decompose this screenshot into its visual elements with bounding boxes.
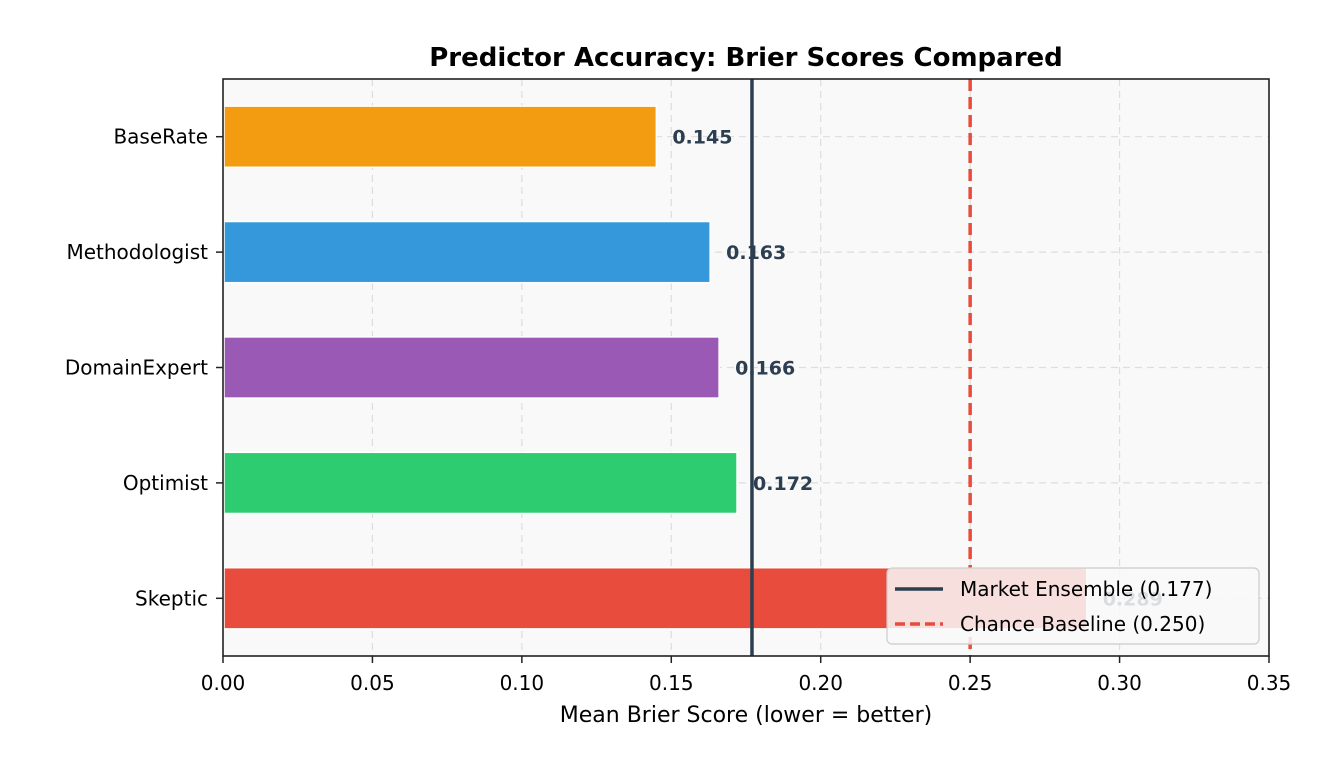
- bar-value-label: 0.166: [735, 358, 795, 380]
- bar-domainexpert: [223, 336, 720, 399]
- bar-value-label: 0.172: [753, 473, 813, 495]
- legend-label: Chance Baseline (0.250): [960, 612, 1205, 636]
- bar-methodologist: [223, 220, 711, 284]
- legend-label: Market Ensemble (0.177): [960, 577, 1212, 601]
- bar-value-label: 0.145: [672, 127, 732, 149]
- x-tick-label: 0.15: [649, 671, 694, 695]
- x-tick-label: 0.25: [948, 671, 993, 695]
- x-tick-label: 0.20: [798, 671, 843, 695]
- y-tick-label: Optimist: [123, 471, 208, 495]
- x-tick-label: 0.35: [1247, 671, 1292, 695]
- legend-box: [886, 567, 1260, 645]
- legend: Market Ensemble (0.177) Chance Baseline (…: [886, 567, 1260, 645]
- x-tick-label: 0.00: [201, 671, 246, 695]
- bar-baserate: [223, 105, 658, 169]
- y-tick-label: BaseRate: [113, 125, 208, 149]
- bar-value-label: 0.163: [726, 242, 786, 264]
- x-axis-ticks: 0.00 0.05 0.10 0.15 0.20 0.25 0.30 0.35: [201, 656, 1292, 695]
- y-axis-ticks: BaseRate Methodologist DomainExpert Optimis…: [65, 125, 223, 610]
- x-tick-label: 0.10: [500, 671, 545, 695]
- x-tick-label: 0.30: [1097, 671, 1142, 695]
- y-tick-label: DomainExpert: [65, 356, 208, 380]
- x-tick-label: 0.05: [350, 671, 395, 695]
- y-tick-label: Skeptic: [135, 586, 208, 610]
- bar-optimist: [223, 451, 738, 515]
- y-tick-label: Methodologist: [66, 240, 208, 264]
- x-axis-label: Mean Brier Score (lower = better): [560, 703, 932, 728]
- chart-title: Predictor Accuracy: Brier Scores Compare…: [429, 43, 1063, 73]
- reference-lines: [750, 79, 972, 656]
